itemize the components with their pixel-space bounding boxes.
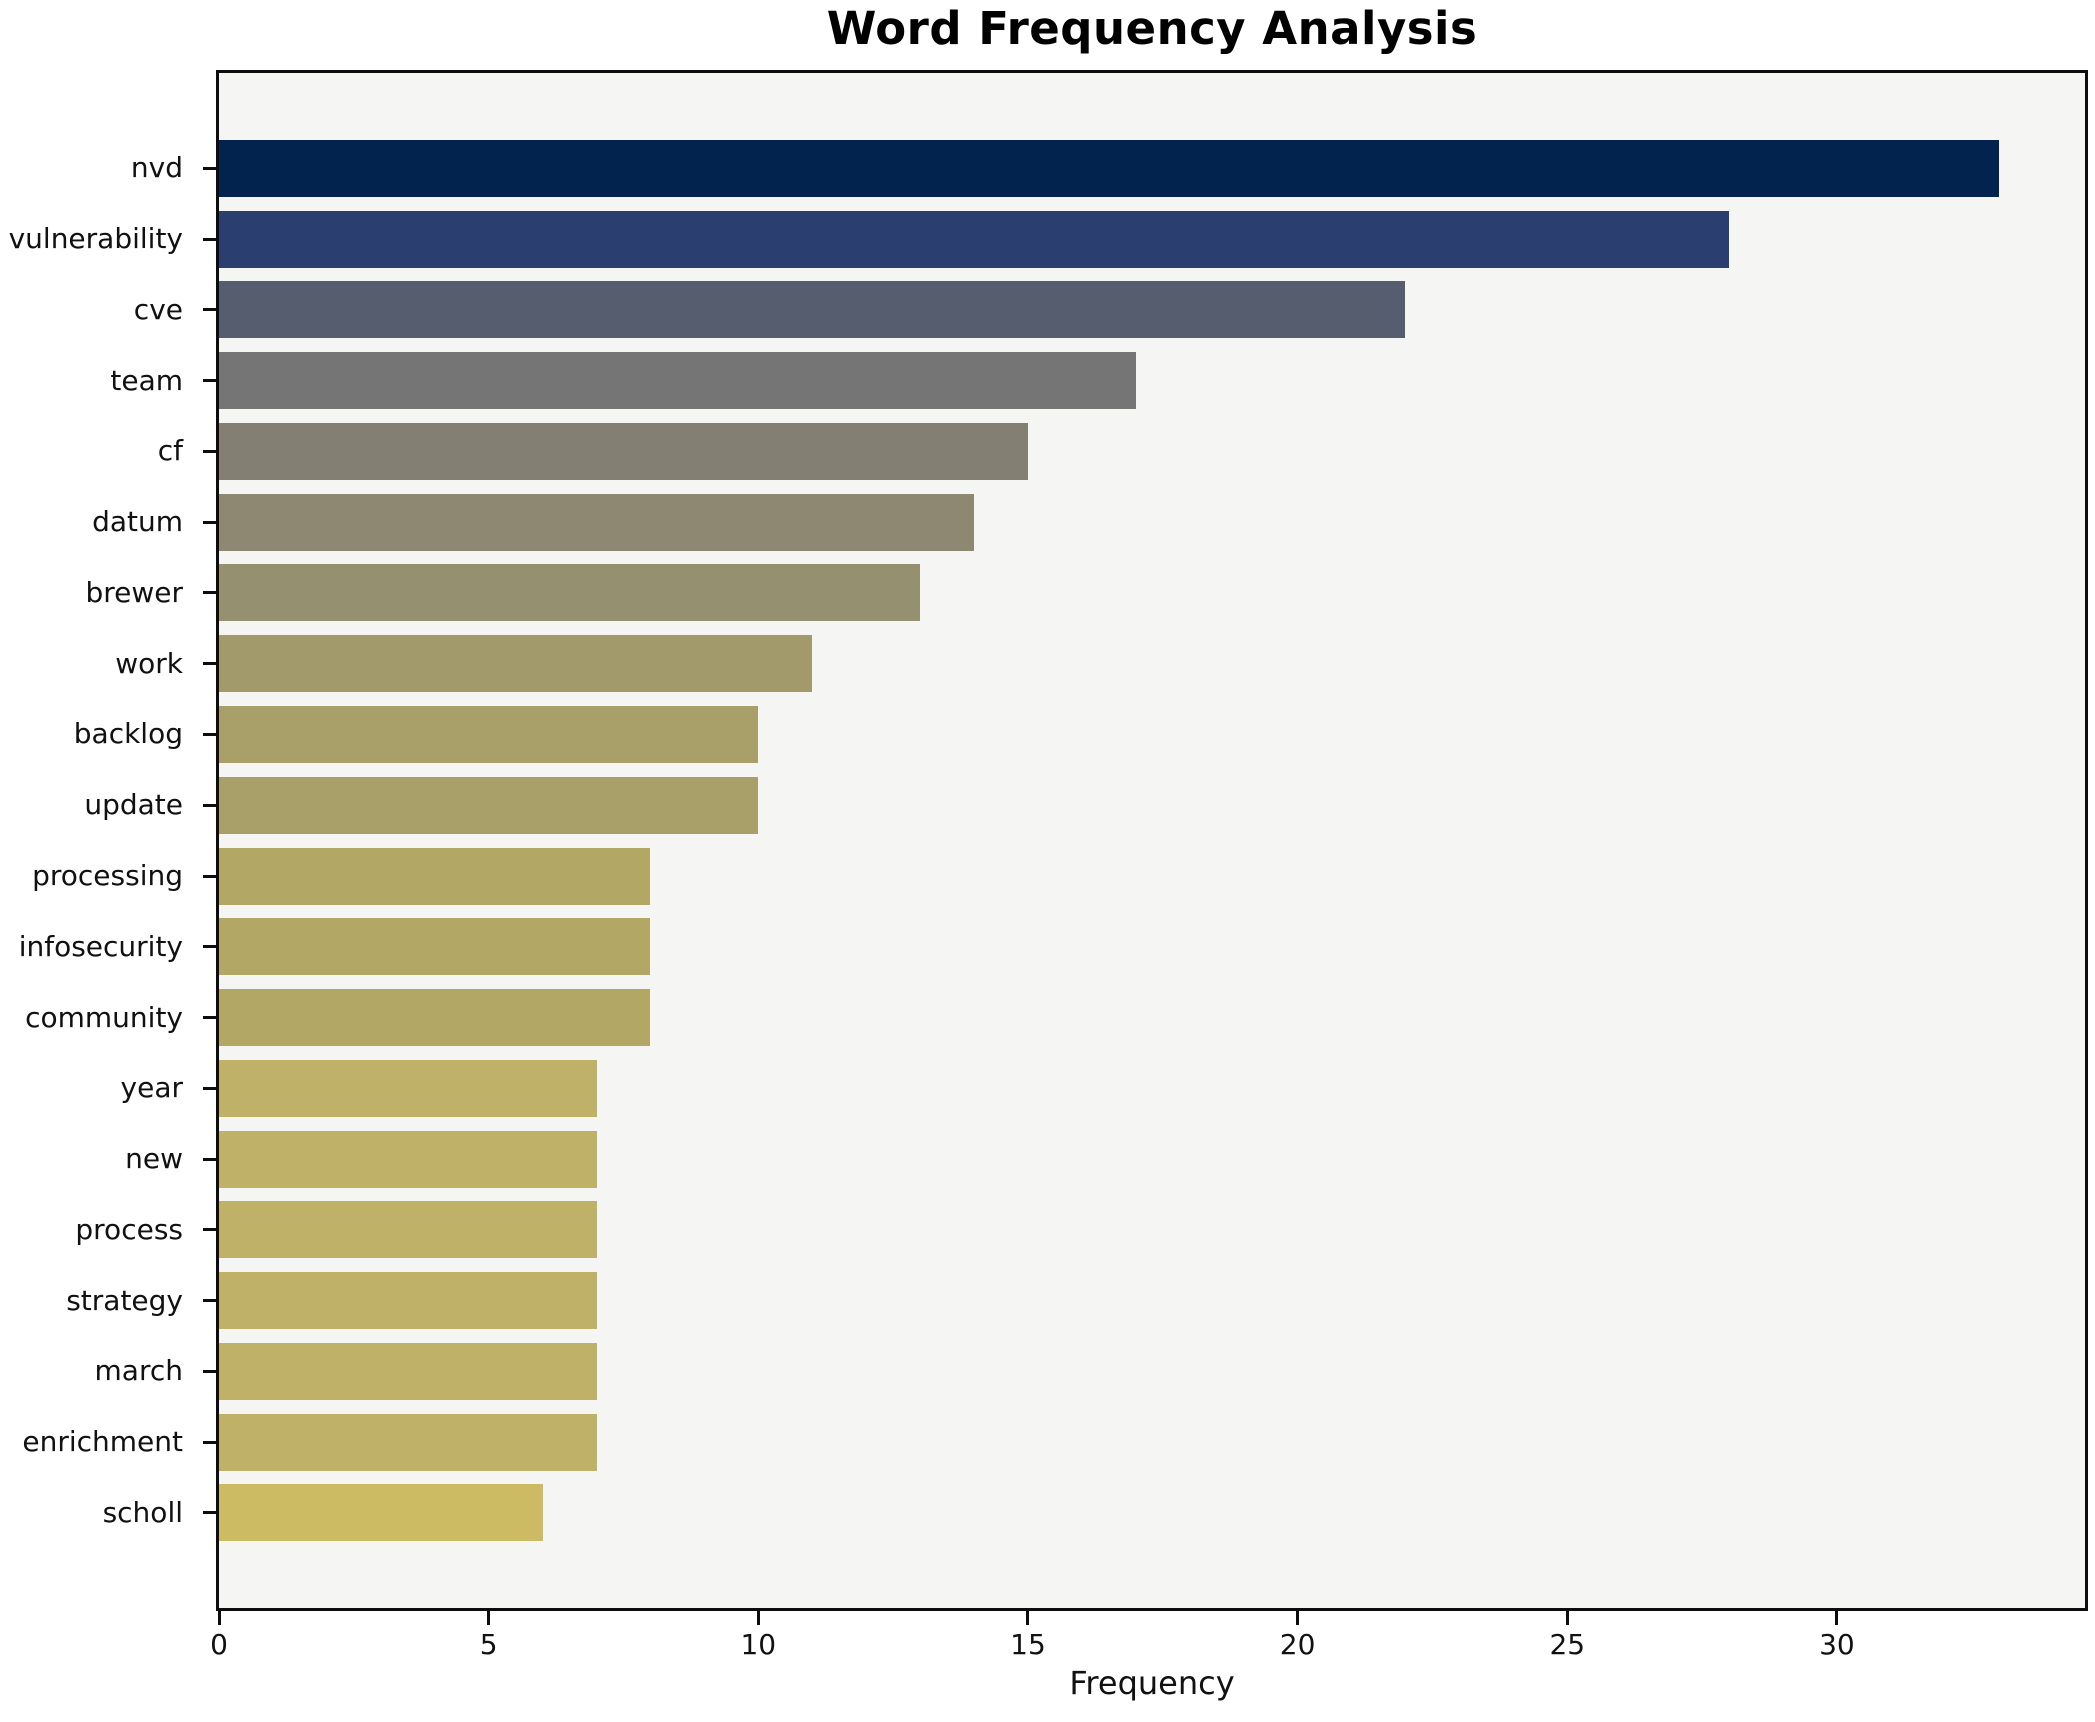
y-tick-label-team: team: [110, 363, 183, 397]
bar-team: [219, 352, 1136, 410]
y-tick-mark: [203, 379, 216, 383]
y-tick-label-work: work: [115, 646, 183, 680]
chart-title: Word Frequency Analysis: [826, 2, 1478, 55]
y-tick-mark: [203, 1511, 216, 1515]
x-tick-label-10: 10: [740, 1628, 777, 1661]
y-tick-label-vulnerability: vulnerability: [8, 222, 183, 256]
x-tick-mark: [756, 1611, 760, 1625]
bar-year: [219, 1059, 597, 1117]
bar-cve: [219, 281, 1406, 339]
y-tick-mark: [203, 1440, 216, 1444]
plot-area: [216, 70, 2088, 1611]
y-tick-label-datum: datum: [92, 505, 183, 539]
x-tick-label-5: 5: [479, 1628, 498, 1661]
y-tick-mark: [203, 1228, 216, 1232]
y-tick-mark: [203, 591, 216, 595]
bar-new: [219, 1130, 597, 1188]
bar-cf: [219, 422, 1028, 480]
bar-march: [219, 1342, 597, 1400]
x-axis-label: Frequency: [1069, 1664, 1235, 1702]
bar-nvd: [219, 139, 1999, 197]
y-tick-mark: [203, 166, 216, 170]
x-tick-mark: [1026, 1611, 1030, 1625]
bar-brewer: [219, 564, 921, 622]
x-tick-mark: [217, 1611, 221, 1625]
bar-community: [219, 989, 651, 1047]
x-tick-mark: [1565, 1611, 1569, 1625]
y-tick-label-enrichment: enrichment: [22, 1425, 183, 1459]
y-tick-mark: [203, 520, 216, 524]
y-tick-mark: [203, 237, 216, 241]
bar-strategy: [219, 1272, 597, 1330]
y-tick-mark: [203, 945, 216, 949]
y-tick-label-year: year: [120, 1071, 183, 1105]
y-tick-label-infosecurity: infosecurity: [18, 929, 183, 963]
y-tick-mark: [203, 732, 216, 736]
bar-work: [219, 635, 813, 693]
y-tick-mark: [203, 1369, 216, 1373]
y-tick-mark: [203, 449, 216, 453]
y-tick-mark: [203, 1299, 216, 1303]
bar-processing: [219, 847, 651, 905]
y-tick-mark: [203, 308, 216, 312]
x-tick-label-20: 20: [1279, 1628, 1316, 1661]
y-tick-label-march: march: [94, 1354, 183, 1388]
bar-vulnerability: [219, 210, 1730, 268]
x-tick-label-15: 15: [1010, 1628, 1046, 1661]
bar-datum: [219, 493, 975, 551]
y-tick-label-new: new: [125, 1142, 183, 1176]
x-tick-mark: [1835, 1611, 1839, 1625]
y-tick-label-backlog: backlog: [73, 717, 183, 751]
bar-enrichment: [219, 1413, 597, 1471]
y-tick-mark: [203, 803, 216, 807]
y-tick-label-nvd: nvd: [130, 151, 183, 185]
bar-backlog: [219, 705, 759, 763]
x-tick-mark: [1296, 1611, 1300, 1625]
y-tick-label-strategy: strategy: [66, 1283, 183, 1317]
bar-process: [219, 1201, 597, 1259]
y-tick-label-cve: cve: [133, 292, 183, 326]
x-tick-label-30: 30: [1819, 1628, 1855, 1661]
y-tick-label-cf: cf: [157, 434, 183, 468]
bar-update: [219, 776, 759, 834]
y-tick-label-scholl: scholl: [102, 1495, 183, 1529]
y-tick-mark: [203, 874, 216, 878]
bar-scholl: [219, 1484, 543, 1542]
y-tick-label-processing: processing: [32, 859, 183, 892]
y-tick-label-community: community: [25, 1000, 183, 1034]
y-tick-mark: [203, 1016, 216, 1020]
y-tick-mark: [203, 662, 216, 666]
y-tick-mark: [203, 1086, 216, 1090]
y-tick-label-brewer: brewer: [85, 575, 183, 609]
x-tick-label-25: 25: [1549, 1628, 1586, 1661]
y-tick-label-update: update: [84, 788, 183, 822]
y-tick-mark: [203, 1157, 216, 1161]
bar-infosecurity: [219, 918, 651, 976]
x-tick-label-0: 0: [210, 1628, 228, 1661]
y-tick-label-process: process: [75, 1212, 183, 1246]
x-tick-mark: [487, 1611, 491, 1625]
